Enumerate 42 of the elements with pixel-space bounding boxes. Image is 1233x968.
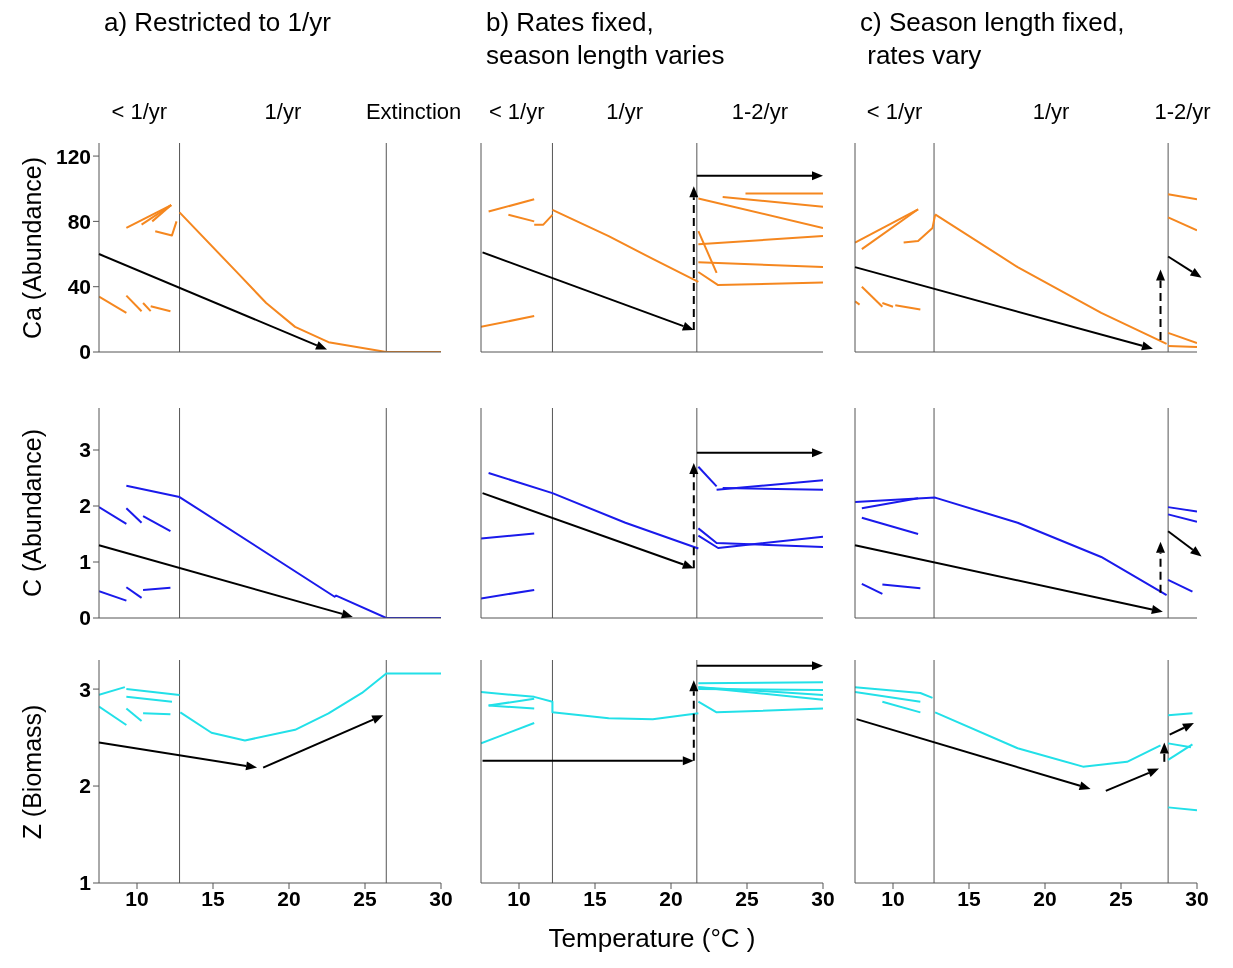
x-tick-label: 25	[1109, 886, 1133, 910]
x-tick-label: 15	[583, 886, 607, 910]
chart-title: b) Rates fixed, season length varies	[486, 6, 725, 72]
y-tick-label: 80	[67, 209, 91, 233]
y-axis-title: C (Abundance)	[17, 428, 47, 598]
y-tick-label: 2	[79, 774, 91, 798]
text: 1/yr	[264, 99, 302, 125]
text: 1-2/yr	[731, 99, 789, 125]
y-tick-label: 2	[79, 494, 91, 518]
x-tick-label: 10	[881, 886, 905, 910]
text: < 1/yr	[488, 99, 545, 125]
chart-title: a) Restricted to 1/yr	[104, 6, 331, 39]
x-tick-label: 15	[957, 886, 981, 910]
chart-title: c) Season length fixed, rates vary	[860, 6, 1125, 72]
x-tick-label: 15	[201, 886, 225, 910]
x-tick-label: 30	[811, 886, 835, 910]
text: < 1/yr	[866, 99, 923, 125]
y-tick-label: 40	[67, 275, 91, 299]
x-tick-label: 10	[125, 886, 149, 910]
text: Extinction	[365, 99, 462, 125]
y-tick-label: 0	[79, 340, 91, 364]
text: 1-2/yr	[1154, 99, 1211, 125]
y-axis-title: Ca (Abundance)	[17, 156, 47, 339]
x-tick-label: 25	[735, 886, 759, 910]
x-tick-label: 20	[659, 886, 683, 910]
x-tick-label: 25	[353, 886, 377, 910]
text: 1/yr	[606, 99, 643, 125]
y-tick-label: 3	[79, 438, 91, 462]
text: < 1/yr	[111, 99, 168, 125]
y-axis-title: Z (Biomass)	[17, 704, 47, 839]
x-tick-label: 20	[277, 886, 301, 910]
x-tick-label: 30	[429, 886, 453, 910]
y-tick-label: 3	[79, 677, 91, 701]
x-tick-label: 20	[1033, 886, 1057, 910]
y-tick-label: 1	[79, 871, 92, 895]
x-axis-title: Temperature (°C )	[548, 923, 756, 954]
x-tick-label: 10	[507, 886, 531, 910]
y-tick-label: 1	[79, 550, 92, 574]
y-tick-label: 120	[55, 144, 91, 168]
text: 1/yr	[1032, 99, 1070, 125]
x-tick-label: 30	[1185, 886, 1209, 910]
y-tick-label: 0	[79, 606, 91, 630]
